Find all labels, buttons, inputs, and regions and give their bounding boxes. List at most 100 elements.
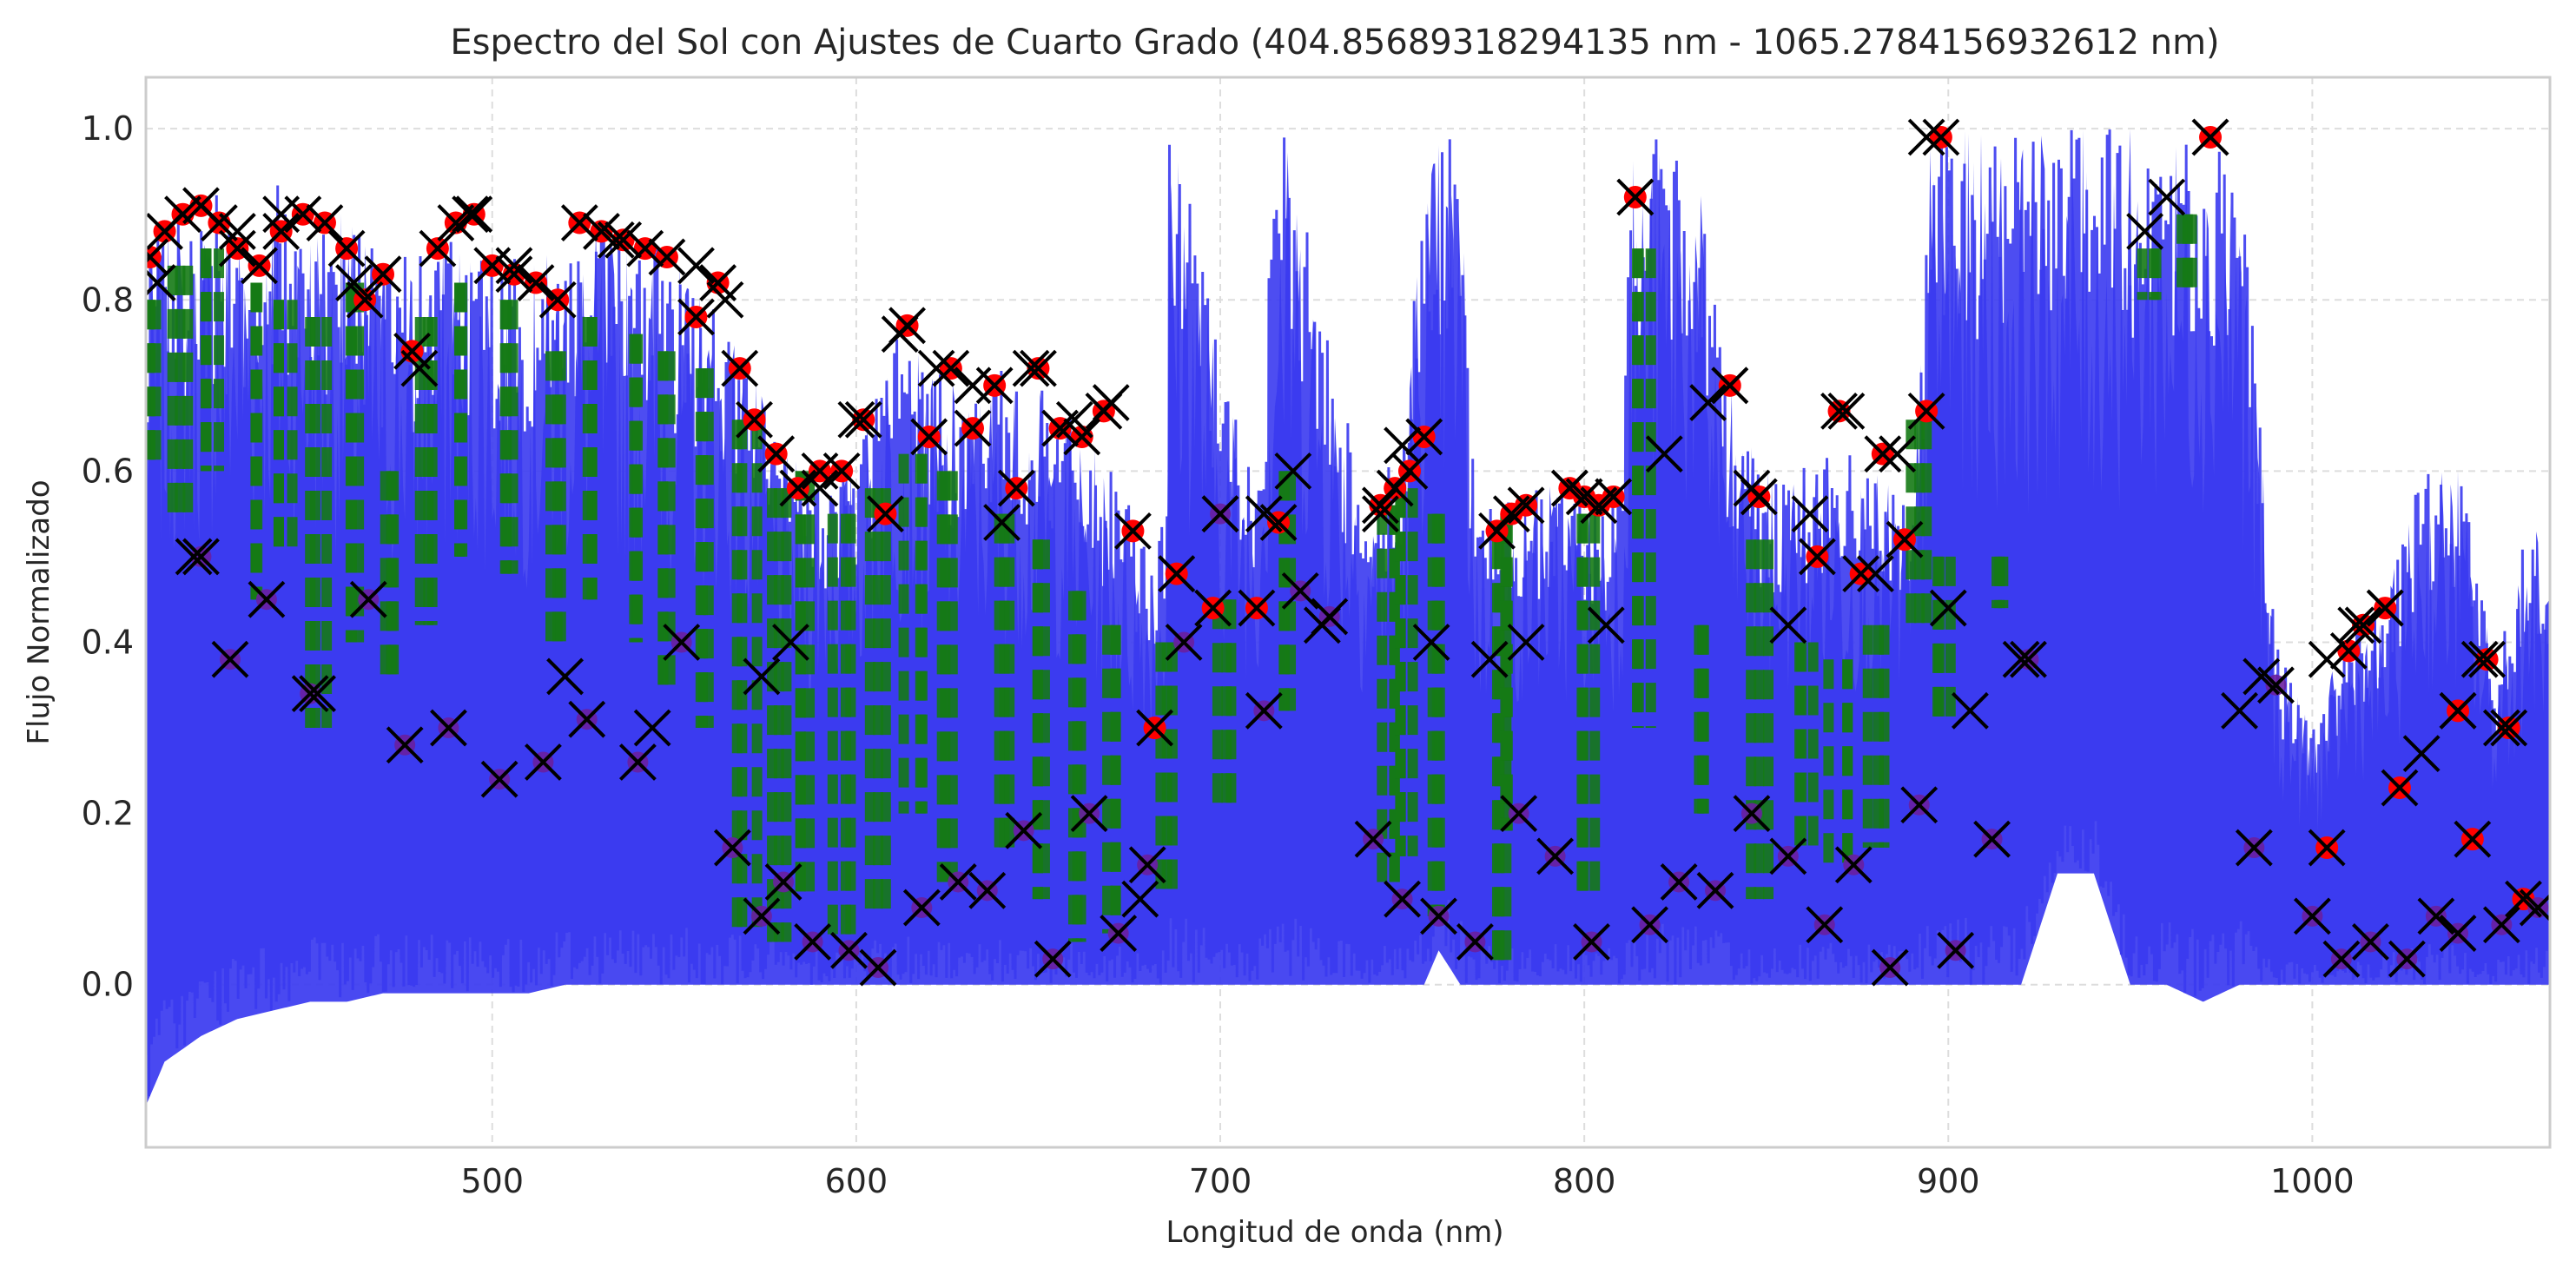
continuum-marker xyxy=(2468,640,2506,678)
continuum-marker xyxy=(1100,915,1138,953)
continuum-marker xyxy=(917,349,955,387)
x-tick-label: 800 xyxy=(1553,1162,1616,1200)
continuum-marker xyxy=(1070,795,1108,833)
continuum-marker xyxy=(1631,906,1668,944)
continuum-marker xyxy=(859,948,897,987)
continuum-marker xyxy=(743,897,781,935)
y-tick-label: 0.4 xyxy=(82,623,134,661)
continuum-marker xyxy=(1274,452,1312,490)
continuum-marker xyxy=(1362,486,1399,525)
continuum-marker xyxy=(779,469,817,507)
continuum-marker xyxy=(517,264,555,301)
continuum-marker xyxy=(1194,589,1232,627)
continuum-marker xyxy=(736,400,773,439)
continuum-marker xyxy=(1020,349,1057,387)
continuum-marker xyxy=(2344,606,2382,644)
continuum-marker xyxy=(1362,495,1399,533)
continuum-marker xyxy=(794,923,832,961)
continuum-marker xyxy=(2126,212,2164,250)
continuum-marker xyxy=(2191,118,2229,156)
continuum-marker xyxy=(1085,392,1123,430)
continuum-marker xyxy=(1311,598,1349,636)
continuum-marker xyxy=(437,204,475,241)
continuum-marker xyxy=(2293,897,2331,935)
continuum-marker xyxy=(1136,709,1173,747)
continuum-marker xyxy=(1645,435,1683,473)
continuum-marker xyxy=(910,418,948,456)
continuum-marker xyxy=(364,255,402,294)
continuum-marker xyxy=(211,640,249,678)
continuum-marker xyxy=(349,580,387,618)
continuum-marker xyxy=(699,264,737,301)
continuum-marker xyxy=(626,229,664,268)
continuum-marker xyxy=(822,452,861,490)
continuum-marker xyxy=(1937,931,1975,969)
continuum-marker xyxy=(1384,426,1421,465)
continuum-marker xyxy=(164,195,201,234)
continuum-marker xyxy=(1864,435,1902,473)
continuum-marker xyxy=(2381,769,2419,807)
spectrum-line xyxy=(146,129,2550,1097)
continuum-marker xyxy=(1842,555,1880,593)
continuum-marker xyxy=(1616,178,1655,216)
continuum-marker xyxy=(2460,640,2499,678)
continuum-marker xyxy=(1769,837,1807,875)
continuum-marker xyxy=(1798,538,1836,576)
continuum-marker xyxy=(867,495,904,533)
continuum-marker xyxy=(902,889,941,927)
continuum-marker xyxy=(2257,666,2295,704)
continuum-marker xyxy=(218,212,256,250)
continuum-marker xyxy=(291,675,329,713)
continuum-marker xyxy=(1791,495,1829,533)
continuum-marker xyxy=(495,255,533,294)
continuum-marker xyxy=(2352,923,2389,961)
continuum-marker xyxy=(248,580,286,618)
continuum-marker xyxy=(2417,897,2455,935)
continuum-marker xyxy=(2322,940,2361,978)
continuum-marker xyxy=(1711,367,1749,405)
continuum-marker xyxy=(2482,709,2520,747)
continuum-marker xyxy=(2010,640,2047,678)
continuum-marker xyxy=(1201,495,1239,533)
continuum-marker xyxy=(648,238,686,276)
continuum-marker xyxy=(975,367,1014,405)
continuum-marker xyxy=(262,212,301,250)
continuum-marker xyxy=(560,204,598,241)
continuum-marker xyxy=(1857,555,1894,593)
continuum-marker xyxy=(1900,786,1939,824)
continuum-marker xyxy=(393,332,431,370)
continuum-marker xyxy=(1973,820,2011,858)
continuum-marker xyxy=(1405,418,1443,456)
continuum-marker xyxy=(2337,606,2375,644)
continuum-marker xyxy=(1456,923,1494,961)
continuum-marker xyxy=(1929,589,1967,627)
y-tick-label: 0.6 xyxy=(82,452,134,490)
continuum-marker xyxy=(1412,624,1450,661)
continuum-marker xyxy=(1827,392,1866,430)
continuum-marker xyxy=(1886,520,1924,558)
x-tick-label: 900 xyxy=(1917,1162,1980,1200)
continuum-marker xyxy=(1281,571,1319,610)
continuum-marker xyxy=(983,504,1020,541)
continuum-marker xyxy=(2002,640,2040,678)
continuum-marker xyxy=(757,435,796,473)
continuum-marker xyxy=(2388,940,2426,978)
continuum-marker xyxy=(1165,624,1203,661)
plot-clip-group xyxy=(146,118,2550,1105)
continuum-marker xyxy=(954,409,992,447)
continuum-marker xyxy=(2366,589,2404,627)
continuum-marker xyxy=(939,863,977,901)
continuum-marker xyxy=(299,675,336,713)
continuum-marker xyxy=(146,238,169,276)
continuum-marker xyxy=(1871,948,1909,987)
continuum-marker xyxy=(743,657,781,696)
continuum-marker xyxy=(1128,846,1166,884)
continuum-marker xyxy=(1121,880,1159,918)
continuum-marker xyxy=(844,400,882,439)
continuum-marker xyxy=(200,204,238,241)
continuum-marker xyxy=(1470,640,1509,678)
x-tick-label: 700 xyxy=(1189,1162,1252,1200)
continuum-marker xyxy=(1063,418,1101,456)
